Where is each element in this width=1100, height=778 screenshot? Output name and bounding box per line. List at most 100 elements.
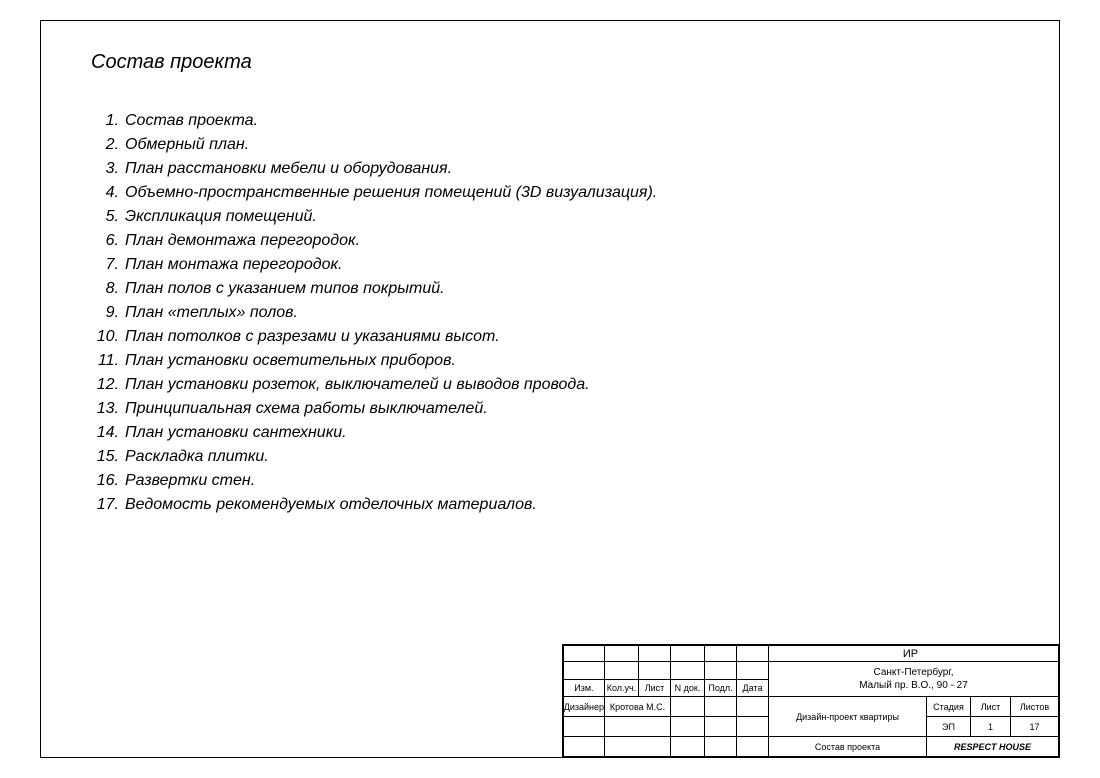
- rev-cell: [563, 646, 604, 662]
- list-item-text: План демонтажа перегородок.: [125, 229, 1009, 253]
- list-item-text: План полов с указанием типов покрытий.: [125, 277, 1009, 301]
- list-item-number: 16.: [91, 469, 125, 493]
- stage-val-listov: 17: [1011, 717, 1059, 737]
- list-item: 11. План установки осветительных приборо…: [91, 349, 1009, 373]
- list-item-text: Ведомость рекомендуемых отделочных матер…: [125, 493, 1009, 517]
- rev-cell: [705, 646, 737, 662]
- list-item-number: 6.: [91, 229, 125, 253]
- contents-list: 1.Состав проекта.2.Обмерный план.3.План …: [91, 109, 1009, 517]
- sheet-name: Состав проекта: [769, 737, 927, 757]
- list-item: 3.План расстановки мебели и оборудования…: [91, 157, 1009, 181]
- list-item-text: План монтажа перегородок.: [125, 253, 1009, 277]
- blank-cell: [705, 737, 737, 757]
- list-item: 10. План потолков с разрезами и указания…: [91, 325, 1009, 349]
- blank-cell: [737, 737, 769, 757]
- rev-cell: [639, 646, 671, 662]
- list-item-number: 5.: [91, 205, 125, 229]
- role-label: Дизайнер: [563, 697, 604, 717]
- list-item: 4.Объемно-пространственные решения помещ…: [91, 181, 1009, 205]
- list-item-number: 13.: [91, 397, 125, 421]
- title-block: ИР Санкт-Петербург, Малый пр. В.О., 90 -…: [562, 644, 1059, 757]
- list-item-number: 9.: [91, 301, 125, 325]
- hdr-data: Дата: [737, 679, 769, 697]
- blank-cell: [705, 697, 737, 717]
- list-item-text: План расстановки мебели и оборудования.: [125, 157, 1009, 181]
- list-item-text: Объемно-пространственные решения помещен…: [125, 181, 1009, 205]
- rev-cell: [605, 662, 639, 680]
- list-item: 1.Состав проекта.: [91, 109, 1009, 133]
- list-item: 15. Раскладка плитки.: [91, 445, 1009, 469]
- rev-cell: [671, 662, 705, 680]
- list-item-text: План «теплых» полов.: [125, 301, 1009, 325]
- stage-hdr-list: Лист: [971, 697, 1011, 717]
- list-item-text: Состав проекта.: [125, 109, 1009, 133]
- list-item-number: 4.: [91, 181, 125, 205]
- page-title: Состав проекта: [91, 51, 1009, 74]
- stage-hdr-stadia: Стадия: [927, 697, 971, 717]
- list-item-number: 14.: [91, 421, 125, 445]
- rev-cell: [737, 662, 769, 680]
- list-item-number: 8.: [91, 277, 125, 301]
- blank-cell: [737, 697, 769, 717]
- list-item-text: Развертки стен.: [125, 469, 1009, 493]
- list-item: 17. Ведомость рекомендуемых отделочных м…: [91, 493, 1009, 517]
- designer-name: Кротова М.С.: [605, 697, 671, 717]
- blank-cell: [605, 717, 671, 737]
- address-line1: Санкт-Петербург,: [779, 666, 1048, 679]
- list-item-text: План потолков с разрезами и указаниями в…: [125, 325, 1009, 349]
- list-item-number: 12.: [91, 373, 125, 397]
- list-item-text: План установки сантехники.: [125, 421, 1009, 445]
- list-item-text: План установки осветительных приборов.: [125, 349, 1009, 373]
- blank-cell: [737, 717, 769, 737]
- list-item-text: Раскладка плитки.: [125, 445, 1009, 469]
- blank-cell: [605, 737, 671, 757]
- rev-cell: [639, 662, 671, 680]
- drawing-frame: Состав проекта 1.Состав проекта.2.Обмерн…: [40, 20, 1060, 758]
- list-item-text: Обмерный план.: [125, 133, 1009, 157]
- rev-cell: [737, 646, 769, 662]
- list-item: 14. План установки сантехники.: [91, 421, 1009, 445]
- list-item: 6.План демонтажа перегородок.: [91, 229, 1009, 253]
- list-item: 5.Экспликация помещений.: [91, 205, 1009, 229]
- rev-cell: [563, 662, 604, 680]
- stage-hdr-listov: Листов: [1011, 697, 1059, 717]
- list-item-number: 1.: [91, 109, 125, 133]
- blank-cell: [563, 717, 604, 737]
- list-item-number: 2.: [91, 133, 125, 157]
- list-item-text: План установки розеток, выключателей и в…: [125, 373, 1009, 397]
- blank-cell: [563, 737, 604, 757]
- blank-cell: [671, 717, 705, 737]
- list-item-text: Принципиальная схема работы выключателей…: [125, 397, 1009, 421]
- list-item-number: 15.: [91, 445, 125, 469]
- list-item-number: 11.: [91, 349, 125, 373]
- list-item: 9.План «теплых» полов.: [91, 301, 1009, 325]
- blank-cell: [671, 697, 705, 717]
- list-item-number: 7.: [91, 253, 125, 277]
- list-item-number: 17.: [91, 493, 125, 517]
- hdr-podl: Подл.: [705, 679, 737, 697]
- address-line2: Малый пр. В.О., 90 - 27: [779, 679, 1048, 692]
- hdr-koluch: Кол.уч.: [605, 679, 639, 697]
- list-item: 2.Обмерный план.: [91, 133, 1009, 157]
- hdr-izm: Изм.: [563, 679, 604, 697]
- hdr-ndok: N док.: [671, 679, 705, 697]
- list-item-number: 10.: [91, 325, 125, 349]
- company-name: RESPECT HOUSE: [927, 737, 1059, 757]
- hdr-list: Лист: [639, 679, 671, 697]
- project-name: Дизайн-проект квартиры: [769, 697, 927, 737]
- list-item: 13. Принципиальная схема работы выключат…: [91, 397, 1009, 421]
- blank-cell: [705, 717, 737, 737]
- list-item: 7.План монтажа перегородок.: [91, 253, 1009, 277]
- list-item-number: 3.: [91, 157, 125, 181]
- stage-val-list: 1: [971, 717, 1011, 737]
- rev-cell: [705, 662, 737, 680]
- blank-cell: [671, 737, 705, 757]
- stage-val-stadia: ЭП: [927, 717, 971, 737]
- rev-cell: [605, 646, 639, 662]
- list-item: 8.План полов с указанием типов покрытий.: [91, 277, 1009, 301]
- code-cell: ИР: [769, 646, 1059, 662]
- content-area: Состав проекта 1.Состав проекта.2.Обмерн…: [41, 21, 1059, 537]
- list-item: 16. Развертки стен.: [91, 469, 1009, 493]
- rev-cell: [671, 646, 705, 662]
- list-item-text: Экспликация помещений.: [125, 205, 1009, 229]
